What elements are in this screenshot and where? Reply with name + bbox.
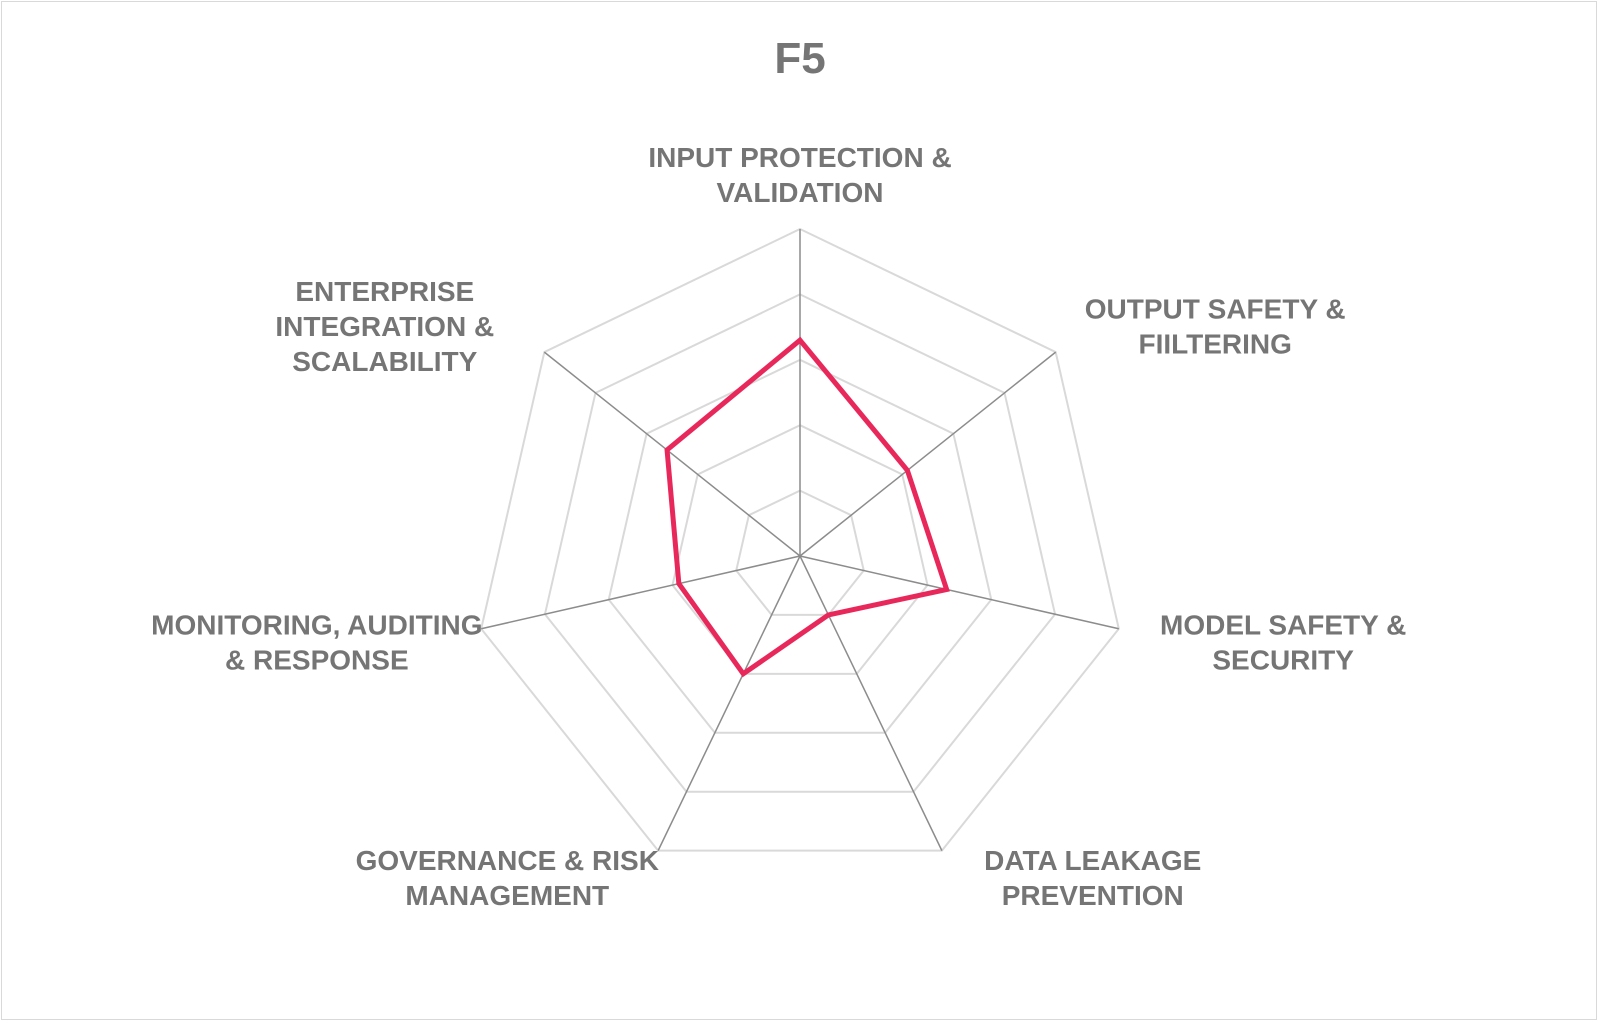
axis-label-line: VALIDATION [717,177,884,208]
axis-spoke [799,555,943,851]
axis-label-line: INTEGRATION & [275,311,494,342]
axis-label: GOVERNANCE & RISK MANAGEMENT [356,845,659,911]
axis-label-line: SCALABILITY [292,346,477,377]
axis-label: ENTERPRISE INTEGRATION & SCALABILITY [275,276,494,377]
grid [480,227,1120,852]
axis-label-line: MANAGEMENT [405,880,609,911]
series-layer [664,336,950,678]
axis-label-line: SECURITY [1212,644,1354,675]
axis-spokes [481,229,1119,851]
axis-spoke [543,351,801,557]
grid-ring [543,293,1057,793]
axis-label-line: MONITORING, AUDITING [151,609,482,640]
grid-ring [671,424,929,675]
axis-spoke [481,555,801,630]
axis-label-line: ENTERPRISE [295,276,474,307]
axis-label-line: GOVERNANCE & RISK [356,845,659,876]
grid-ring [735,489,865,616]
axis-label: MONITORING, AUDITING & RESPONSE [151,609,482,675]
axis-label-line: FIILTERING [1138,329,1291,360]
axis-labels: INPUT PROTECTION & VALIDATION OUTPUT SAFET… [151,142,1406,911]
axis-spoke [799,555,1119,630]
axis-spoke [657,555,801,851]
axis-label: OUTPUT SAFETY & FIILTERING [1085,294,1346,360]
grid-ring [607,358,993,734]
axis-label: DATA LEAKAGE PREVENTION [984,845,1201,911]
axis-label-line: OUTPUT SAFETY & [1085,294,1346,325]
grid-ring [480,227,1120,852]
axis-label: MODEL SAFETY & SECURITY [1160,609,1406,675]
axis-label-line: & RESPONSE [225,644,409,675]
axis-spoke [799,351,1057,557]
chart-title: F5 [774,34,825,83]
series-line [664,336,950,678]
axis-label: INPUT PROTECTION & VALIDATION [648,142,951,208]
axis-label-line: PREVENTION [1002,880,1184,911]
axis-label-line: INPUT PROTECTION & [648,142,951,173]
axis-label-line: MODEL SAFETY & [1160,609,1406,640]
axis-label-line: DATA LEAKAGE [984,845,1201,876]
